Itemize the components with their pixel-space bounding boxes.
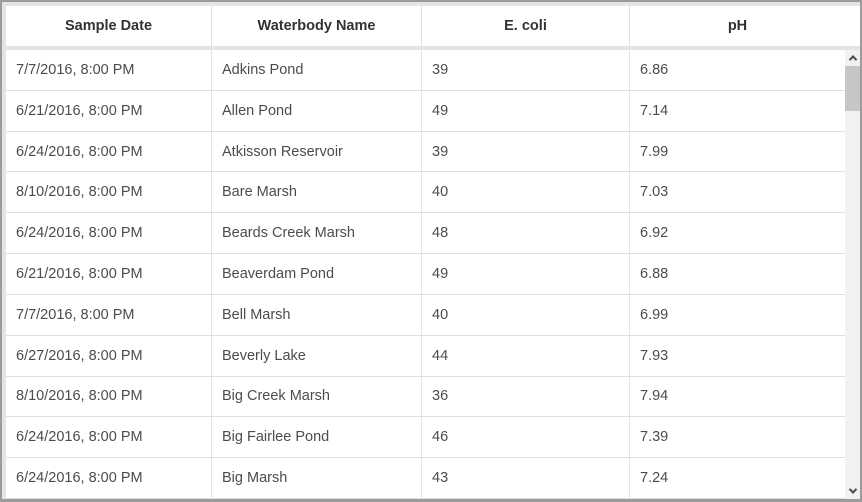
cell-ph: 7.39 — [640, 429, 669, 446]
scrollbar-track[interactable] — [845, 111, 860, 483]
cell-sample-date: 7/7/2016, 8:00 PM — [6, 50, 212, 90]
cell-waterbody-name: Bell Marsh — [212, 294, 422, 335]
column-header-waterbody-name[interactable]: Waterbody Name — [212, 6, 422, 46]
table-row[interactable]: 6/27/2016, 8:00 PM Beverly Lake 44 7.93 — [6, 335, 845, 377]
cell-ph: 6.86 — [640, 61, 669, 78]
column-header-e-coli[interactable]: E. coli — [422, 6, 630, 46]
cell-ph: 7.03 — [640, 184, 669, 201]
cell-sample-date: 7/7/2016, 8:00 PM — [6, 294, 212, 335]
table-row[interactable]: 7/7/2016, 8:00 PM Adkins Pond 39 6.86 — [6, 50, 845, 91]
cell-waterbody-name: Big Marsh — [212, 458, 422, 498]
cell-sample-date: 6/27/2016, 8:00 PM — [6, 335, 212, 376]
table-row[interactable]: 8/10/2016, 8:00 PM Big Creek Marsh 36 7.… — [6, 376, 845, 418]
table-row[interactable]: 6/24/2016, 8:00 PM Big Fairlee Pond 46 7… — [6, 417, 845, 459]
cell-e-coli: 46 — [422, 417, 630, 458]
cell-sample-date: 6/24/2016, 8:00 PM — [6, 131, 212, 172]
column-header-sample-date[interactable]: Sample Date — [6, 6, 212, 46]
cell-sample-date: 6/21/2016, 8:00 PM — [6, 254, 212, 294]
table-row[interactable]: 7/7/2016, 8:00 PM Bell Marsh 40 6.99 — [6, 294, 845, 336]
table-row[interactable]: 6/24/2016, 8:00 PM Beards Creek Marsh 48… — [6, 213, 845, 255]
table-row[interactable]: 8/10/2016, 8:00 PM Bare Marsh 40 7.03 — [6, 172, 845, 214]
cell-e-coli: 40 — [422, 294, 630, 335]
chevron-down-icon — [848, 485, 857, 494]
table-header-row: Sample Date Waterbody Name E. coli pH — [6, 6, 860, 46]
cell-sample-date: 6/24/2016, 8:00 PM — [6, 458, 212, 498]
cell-e-coli: 40 — [422, 172, 630, 213]
cell-waterbody-name: Beverly Lake — [212, 335, 422, 376]
cell-sample-date: 6/24/2016, 8:00 PM — [6, 213, 212, 254]
chevron-up-icon — [848, 55, 857, 64]
scroll-down-button[interactable] — [845, 483, 860, 499]
cell-sample-date: 6/21/2016, 8:00 PM — [6, 90, 212, 131]
table-row[interactable]: 6/24/2016, 8:00 PM Big Marsh 43 7.24 — [6, 458, 845, 499]
cell-e-coli: 44 — [422, 335, 630, 376]
table-body: 7/7/2016, 8:00 PM Adkins Pond 39 6.86 6/… — [6, 50, 845, 499]
cell-e-coli: 49 — [422, 90, 630, 131]
table-row[interactable]: 6/21/2016, 8:00 PM Allen Pond 49 7.14 — [6, 90, 845, 132]
cell-e-coli: 39 — [422, 131, 630, 172]
cell-sample-date: 8/10/2016, 8:00 PM — [6, 172, 212, 213]
cell-e-coli: 49 — [422, 254, 630, 294]
table-body-wrap: 7/7/2016, 8:00 PM Adkins Pond 39 6.86 6/… — [6, 50, 860, 499]
cell-ph: 7.24 — [640, 470, 669, 487]
column-header-ph[interactable]: pH — [630, 6, 845, 46]
cell-ph: 6.88 — [640, 265, 669, 282]
cell-waterbody-name: Beards Creek Marsh — [212, 213, 422, 254]
cell-waterbody-name: Big Fairlee Pond — [212, 417, 422, 458]
cell-ph: 7.14 — [640, 102, 669, 119]
cell-e-coli: 36 — [422, 376, 630, 417]
cell-waterbody-name: Bare Marsh — [212, 172, 422, 213]
cell-waterbody-name: Beaverdam Pond — [212, 254, 422, 294]
cell-ph: 7.93 — [640, 347, 669, 364]
cell-ph: 7.94 — [640, 388, 669, 405]
cell-waterbody-name: Atkisson Reservoir — [212, 131, 422, 172]
table-row[interactable]: 6/21/2016, 8:00 PM Beaverdam Pond 49 6.8… — [6, 254, 845, 295]
scrollbar-thumb[interactable] — [845, 66, 860, 111]
cell-ph: 6.99 — [640, 306, 669, 323]
cell-sample-date: 6/24/2016, 8:00 PM — [6, 417, 212, 458]
cell-e-coli: 39 — [422, 50, 630, 90]
scroll-up-button[interactable] — [845, 50, 860, 66]
cell-waterbody-name: Big Creek Marsh — [212, 376, 422, 417]
cell-ph: 7.99 — [640, 143, 669, 160]
header-scrollbar-spacer — [845, 6, 860, 46]
table-row[interactable]: 6/24/2016, 8:00 PM Atkisson Reservoir 39… — [6, 131, 845, 173]
cell-sample-date: 8/10/2016, 8:00 PM — [6, 376, 212, 417]
cell-waterbody-name: Adkins Pond — [212, 50, 422, 90]
cell-ph: 6.92 — [640, 225, 669, 242]
cell-waterbody-name: Allen Pond — [212, 90, 422, 131]
cell-e-coli: 48 — [422, 213, 630, 254]
cell-e-coli: 43 — [422, 458, 630, 498]
vertical-scrollbar[interactable] — [845, 50, 860, 499]
